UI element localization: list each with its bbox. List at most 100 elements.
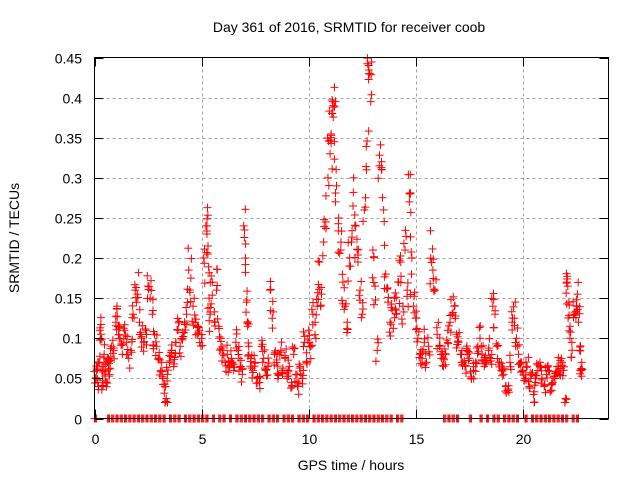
data-point <box>514 350 523 359</box>
y-tick-label: 0.35 <box>55 131 82 147</box>
data-point <box>477 342 486 351</box>
data-point <box>161 382 170 391</box>
data-point <box>383 283 392 292</box>
data-point <box>450 301 459 310</box>
data-point <box>574 278 583 287</box>
data-point <box>204 262 213 271</box>
data-point <box>125 364 134 373</box>
chart-title: Day 361 of 2016, SRMTID for receiver coo… <box>213 19 486 35</box>
data-point <box>130 280 139 289</box>
data-point <box>241 205 250 214</box>
data-point <box>313 288 322 297</box>
data-point <box>293 370 302 379</box>
data-point <box>377 157 386 166</box>
data-point <box>119 324 128 333</box>
data-point <box>134 268 143 277</box>
data-point <box>407 270 416 279</box>
data-point <box>338 278 347 287</box>
data-point <box>543 373 552 382</box>
data-point <box>509 302 518 311</box>
data-point <box>489 323 498 332</box>
data-point <box>566 328 575 337</box>
data-point <box>449 292 458 301</box>
data-point <box>268 324 277 333</box>
data-point <box>142 330 151 339</box>
data-point <box>96 313 105 322</box>
data-point <box>566 322 575 331</box>
data-point <box>205 327 214 336</box>
data-point <box>148 295 157 304</box>
data-point <box>488 302 497 311</box>
data-point <box>548 378 557 387</box>
y-tick-labels: 0 0.05 0.1 0.15 0.2 0.25 0.3 0.35 0.4 0.45 <box>55 51 82 428</box>
data-point <box>174 318 183 327</box>
data-point <box>376 140 385 149</box>
y-tick-label: 0.4 <box>63 91 83 107</box>
data-point <box>495 358 504 367</box>
data-point <box>240 233 249 242</box>
data-point <box>392 309 401 318</box>
data-point <box>426 226 435 235</box>
data-point <box>173 325 182 334</box>
data-point <box>171 338 180 347</box>
data-point <box>128 301 137 310</box>
data-point <box>576 366 585 375</box>
data-point <box>406 290 415 299</box>
data-point <box>568 346 577 355</box>
data-point <box>239 221 248 230</box>
y-tick-label: 0.45 <box>55 51 82 67</box>
data-point <box>540 380 549 389</box>
data-point <box>367 90 376 99</box>
data-point <box>326 131 335 140</box>
data-point <box>315 285 324 294</box>
data-point <box>369 253 378 262</box>
data-point <box>310 330 319 339</box>
data-point <box>487 350 496 359</box>
data-point <box>234 354 243 363</box>
data-point <box>493 354 502 363</box>
data-point <box>142 340 151 349</box>
data-point <box>476 334 484 343</box>
data-point <box>407 253 416 262</box>
data-point <box>123 350 132 359</box>
data-point <box>361 203 370 212</box>
data-point <box>284 367 293 376</box>
data-point <box>512 334 521 343</box>
data-point <box>420 334 429 343</box>
data-point <box>392 293 401 302</box>
data-point <box>431 286 440 295</box>
data-point <box>434 318 443 327</box>
data-point <box>182 303 191 312</box>
data-point <box>97 385 106 394</box>
y-tick-label: 0.3 <box>63 171 83 187</box>
data-point <box>216 344 225 353</box>
data-point <box>236 356 245 365</box>
data-point <box>258 358 267 367</box>
data-point <box>163 376 172 385</box>
data-point <box>104 357 113 366</box>
data-point <box>213 314 222 323</box>
data-point <box>472 343 481 352</box>
data-point <box>241 239 250 248</box>
data-point <box>406 208 415 217</box>
data-point <box>389 324 398 333</box>
data-point <box>484 344 493 353</box>
data-point <box>412 307 421 316</box>
data-point <box>461 361 470 370</box>
data-point <box>409 302 418 311</box>
data-point <box>112 302 121 311</box>
data-point <box>184 266 193 275</box>
data-point <box>336 246 345 255</box>
data-point <box>352 245 361 254</box>
data-point <box>316 301 325 310</box>
data-point <box>565 301 574 310</box>
data-point <box>122 338 131 347</box>
data-point <box>432 275 441 284</box>
x-axis-label: GPS time / hours <box>298 457 405 473</box>
data-point <box>336 238 345 247</box>
data-point <box>189 302 198 311</box>
data-point <box>250 362 259 371</box>
data-point <box>95 352 104 361</box>
data-point <box>506 362 515 371</box>
data-point <box>311 334 320 343</box>
